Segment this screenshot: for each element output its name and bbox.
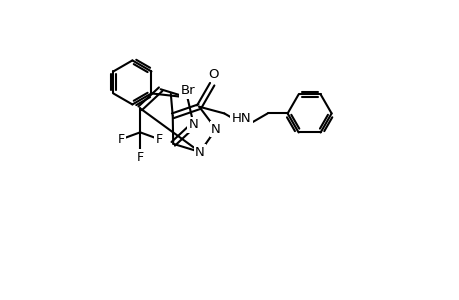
Text: N: N (211, 123, 220, 136)
Text: F: F (136, 151, 143, 164)
Text: F: F (155, 133, 162, 146)
Text: F: F (118, 133, 125, 146)
Text: O: O (207, 68, 218, 81)
Text: HN: HN (231, 112, 251, 125)
Text: Br: Br (180, 84, 195, 98)
Text: N: N (188, 118, 198, 131)
Text: N: N (195, 146, 204, 158)
